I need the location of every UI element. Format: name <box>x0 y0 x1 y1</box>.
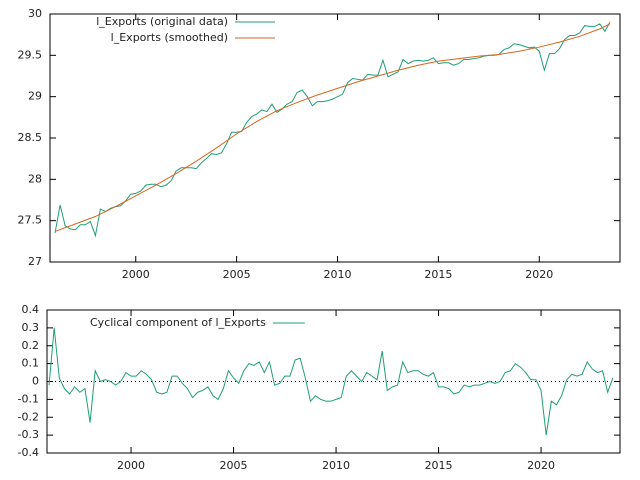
series-line <box>54 22 611 238</box>
plot-frame <box>46 309 621 454</box>
y-tick-label: 0.4 <box>22 303 40 316</box>
y-tick-label: -0.3 <box>18 428 39 441</box>
y-tick-label: -0.1 <box>18 392 39 405</box>
x-tick-label: 2010 <box>324 268 352 281</box>
x-tick-label: 2000 <box>117 459 145 472</box>
y-tick-label: 27.5 <box>18 214 43 227</box>
series-line <box>48 327 614 436</box>
x-tick-label: 2005 <box>220 459 248 472</box>
y-tick-label: 28 <box>28 172 42 185</box>
x-tick-label: 2015 <box>424 268 452 281</box>
legend-label: l_Exports (original data) <box>96 15 228 28</box>
x-tick-label: 2005 <box>223 268 251 281</box>
y-tick-label: 30 <box>28 7 42 20</box>
plot-frame <box>49 13 621 263</box>
y-tick-label: 0.1 <box>22 357 40 370</box>
x-tick-label: 2000 <box>122 268 150 281</box>
x-tick-label: 2020 <box>525 268 553 281</box>
y-tick-label: 0 <box>32 375 39 388</box>
legend-label: l_Exports (smoothed) <box>111 31 228 44</box>
x-tick-label: 2015 <box>425 459 453 472</box>
x-tick-label: 2010 <box>322 459 350 472</box>
y-tick-label: 28.5 <box>18 131 43 144</box>
y-tick-label: 27 <box>28 255 42 268</box>
y-tick-label: 29.5 <box>18 48 43 61</box>
y-tick-label: 29 <box>28 90 42 103</box>
legend-label: Cyclical component of l_Exports <box>90 316 266 329</box>
series-line <box>54 23 611 232</box>
y-tick-label: -0.4 <box>18 446 39 459</box>
x-tick-label: 2020 <box>527 459 555 472</box>
y-tick-label: 0.3 <box>22 321 40 334</box>
y-tick-label: 0.2 <box>22 339 40 352</box>
y-tick-label: -0.2 <box>18 410 39 423</box>
